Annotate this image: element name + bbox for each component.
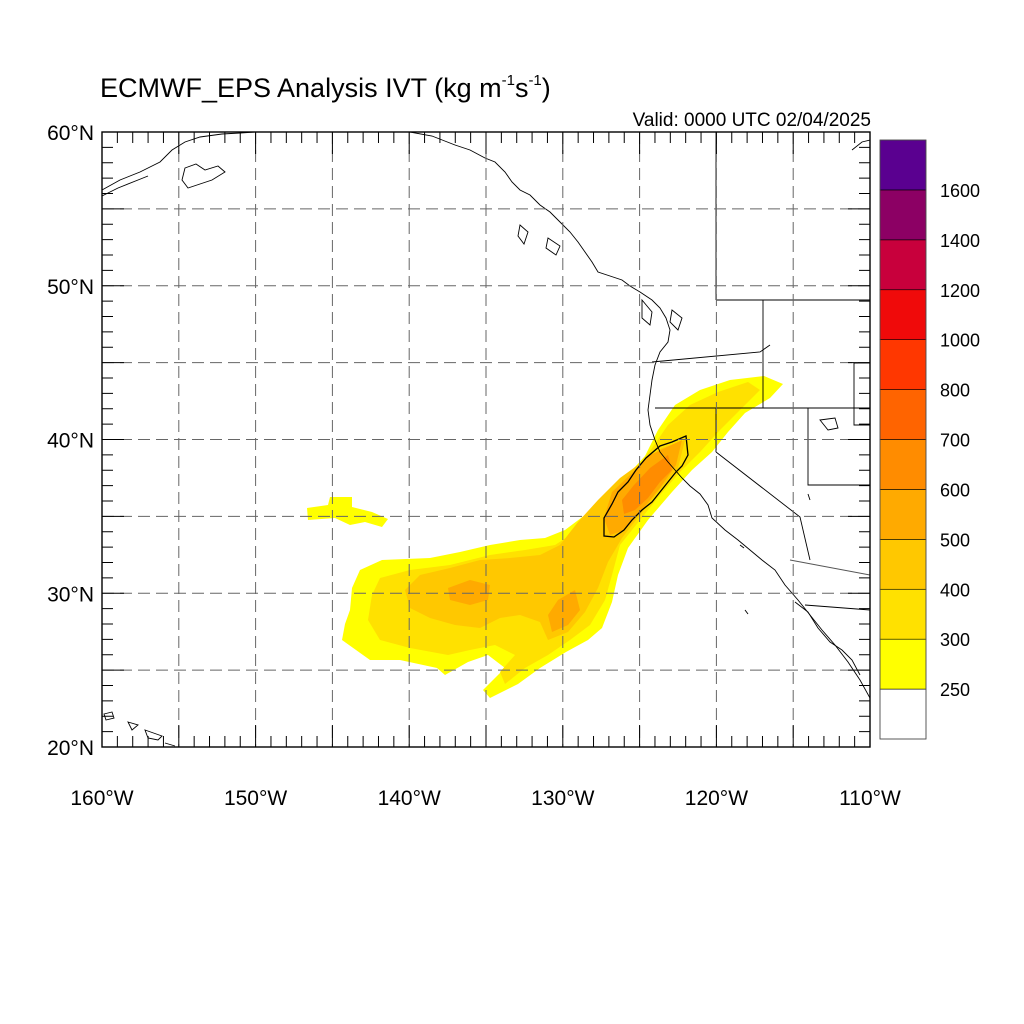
colorbar-label: 250	[940, 680, 970, 700]
colorbar-label: 300	[940, 630, 970, 650]
colorbar-box	[879, 638, 927, 690]
colorbar-label: 1000	[940, 331, 980, 351]
graticule	[102, 132, 870, 747]
colorbar-label: 500	[940, 530, 970, 550]
map-title: ECMWF_EPS Analysis IVT (kg m-1s-1)	[100, 72, 551, 103]
lat-tick-label: 20°N	[47, 737, 94, 760]
ivt-shading	[307, 376, 783, 698]
colorbar-box	[879, 289, 927, 340]
colorbar-box	[879, 439, 927, 490]
lat-tick-label: 60°N	[47, 122, 94, 145]
colorbar-label: 400	[940, 580, 970, 600]
colorbar-label: 800	[940, 381, 970, 401]
colorbar-box	[879, 489, 927, 540]
lon-tick-label: 120°W	[685, 787, 748, 810]
ivt-region-600	[622, 455, 672, 514]
colorbar-label: 600	[940, 480, 970, 500]
colorbar-box	[879, 389, 927, 440]
axis-ticks	[101, 131, 871, 748]
colorbar-box	[879, 688, 927, 740]
borders	[651, 132, 870, 611]
colorbar-label: 1600	[940, 181, 980, 201]
lat-tick-label: 30°N	[47, 583, 94, 606]
lat-tick-label: 40°N	[47, 430, 94, 453]
colorbar-box	[879, 588, 927, 640]
lon-tick-label: 160°W	[70, 787, 133, 810]
colorbar-label: 1200	[940, 281, 980, 301]
valid-time: Valid: 0000 UTC 02/04/2025	[632, 110, 871, 131]
ivt-region-500	[448, 580, 490, 605]
axis-tick-labels: 60°N 50°N 40°N 30°N 20°N 160°W 150°W 140°W 130°W…	[47, 122, 901, 810]
ivt-600-contour	[603, 435, 689, 538]
colorbar: 250 300 400 500 600 700 800 1000 1200 1400 1600	[879, 139, 980, 740]
lon-tick-label: 130°W	[531, 787, 594, 810]
lon-tick-label: 110°W	[839, 787, 901, 810]
coastlines	[102, 132, 870, 747]
lat-tick-label: 50°N	[47, 276, 94, 299]
colorbar-box	[879, 239, 927, 291]
lon-tick-label: 140°W	[378, 787, 441, 810]
colorbar-label: 1400	[940, 231, 980, 251]
colorbar-box	[879, 139, 927, 191]
lon-tick-label: 150°W	[224, 787, 287, 810]
colorbar-box	[879, 539, 927, 590]
colorbar-box	[879, 189, 927, 241]
ivt-region-500	[548, 590, 580, 632]
ivt-region-250	[307, 497, 388, 527]
colorbar-frame	[879, 139, 927, 740]
colorbar-box	[879, 339, 927, 390]
colorbar-label: 700	[940, 431, 970, 451]
